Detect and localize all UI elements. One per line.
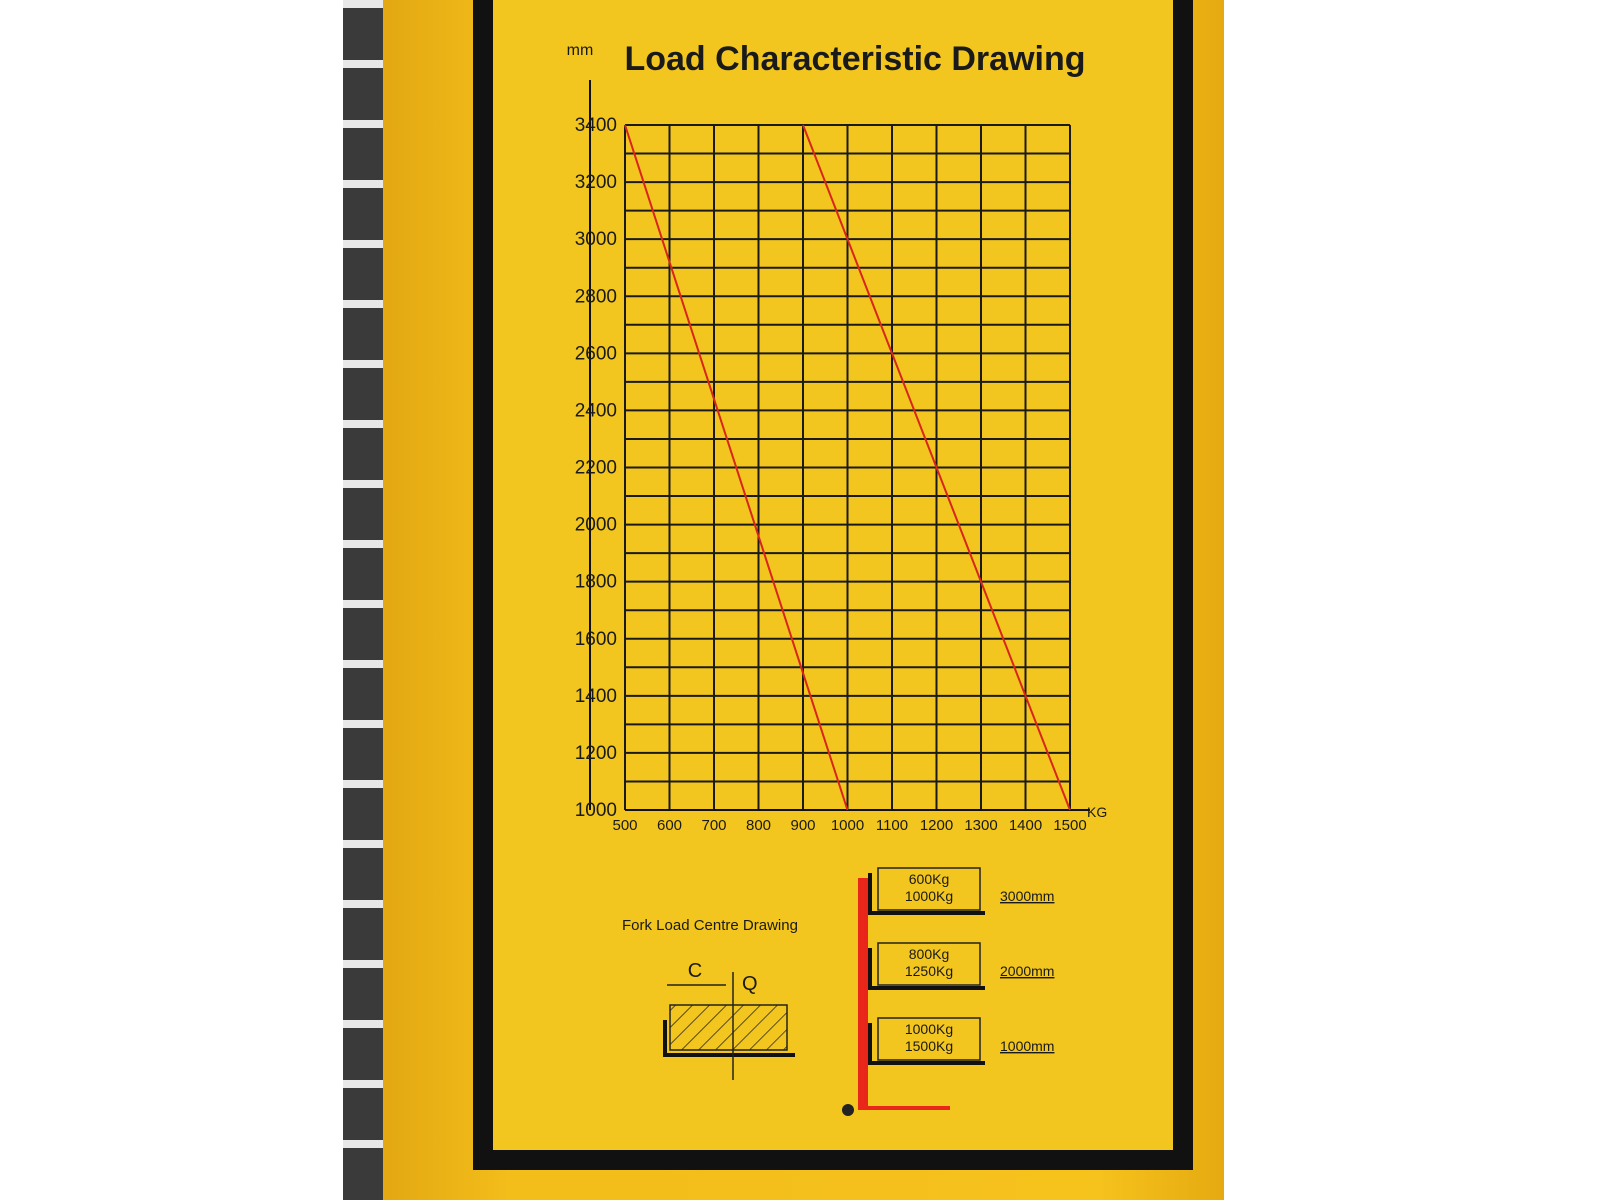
y-tick-label: 3400 — [575, 115, 617, 136]
c-label: C — [688, 960, 702, 982]
mast — [858, 878, 868, 1110]
x-tick-label: 1100 — [876, 817, 908, 834]
load-capacity: 1000Kg — [905, 1021, 953, 1037]
mast-diagram — [842, 878, 950, 1116]
lift-height: 1000mm — [1000, 1038, 1054, 1054]
x-tick-label: 1400 — [1009, 817, 1042, 834]
load-box — [669, 1004, 788, 1051]
load-box — [877, 867, 981, 911]
y-tick-label: 3200 — [575, 172, 617, 193]
fork-diagram-title: Fork Load Centre Drawing — [622, 917, 798, 934]
fork — [868, 873, 985, 915]
forklift-photo — [343, 0, 1224, 1200]
x-tick-label: 1000 — [831, 817, 864, 834]
load-capacity: 1500Kg — [905, 1038, 953, 1054]
x-tick-label: 800 — [746, 817, 771, 834]
y-tick-label: 1400 — [575, 686, 617, 707]
y-tick-label: 2800 — [575, 286, 617, 307]
y-axis-label: mm — [567, 42, 594, 59]
y-tick-label: 1200 — [575, 743, 617, 764]
x-axis-label: KG — [1087, 804, 1107, 820]
x-tick-label: 900 — [790, 817, 815, 834]
x-tick-label: 500 — [612, 817, 637, 834]
x-tick-label: 700 — [701, 817, 726, 834]
y-tick-label: 2200 — [575, 458, 617, 479]
lift-height: 3000mm — [1000, 888, 1054, 904]
y-tick-label: 1600 — [575, 629, 617, 650]
rating-line-1 — [624, 124, 849, 811]
load-capacity: 600Kg — [909, 871, 949, 887]
rating-line-2 — [802, 124, 1071, 811]
x-tick-label: 1500 — [1053, 817, 1086, 834]
wheel — [842, 1104, 854, 1116]
load-capacity: 1250Kg — [905, 963, 953, 979]
load-box — [877, 942, 981, 986]
x-tick-label: 1300 — [964, 817, 997, 834]
y-tick-label: 1800 — [575, 572, 617, 593]
y-tick-label: 2600 — [575, 343, 617, 364]
y-tick-label: 1000 — [575, 800, 617, 821]
lift-height: 2000mm — [1000, 963, 1054, 979]
load-capacity: 800Kg — [909, 946, 949, 962]
q-label: Q — [742, 973, 758, 995]
y-tick-label: 2400 — [575, 400, 617, 421]
y-tick-label: 3000 — [575, 229, 617, 250]
x-tick-label: 1200 — [920, 817, 953, 834]
fork — [868, 1023, 985, 1065]
fork — [663, 1020, 795, 1057]
load-box — [877, 1017, 981, 1061]
fork — [868, 948, 985, 990]
fork-load-centre-drawing: C Q — [663, 960, 795, 1080]
load-chart-label — [493, 0, 1173, 1150]
y-tick-label: 2000 — [575, 515, 617, 536]
chart-title: Load Characteristic Drawing — [624, 40, 1085, 78]
load-capacity: 1000Kg — [905, 888, 953, 904]
x-tick-label: 600 — [657, 817, 682, 834]
